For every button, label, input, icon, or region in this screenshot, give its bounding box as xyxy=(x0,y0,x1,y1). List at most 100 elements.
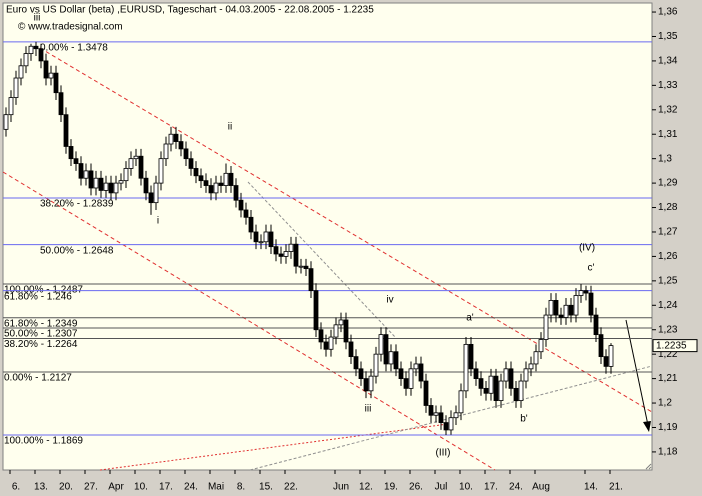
candle-body xyxy=(573,295,579,316)
candle-body xyxy=(338,319,344,326)
x-tick-label: Apr xyxy=(108,482,124,493)
candle-body xyxy=(298,265,304,268)
y-tick-label: 1,31 xyxy=(658,129,678,140)
candle-body xyxy=(563,304,569,318)
candle-body xyxy=(238,199,244,211)
level-label: 50.00% - 1.2648 xyxy=(40,245,114,256)
chart-subtitle: © www.tradesignal.com xyxy=(18,22,123,33)
candle-body xyxy=(268,231,274,248)
y-tick-label: 1,3 xyxy=(658,153,672,164)
candle-body xyxy=(313,290,319,331)
candle-body xyxy=(278,253,284,257)
y-tick-label: 1,2 xyxy=(658,398,672,409)
candle-body xyxy=(428,405,434,416)
x-tick-label: 17. xyxy=(159,482,173,493)
candle-body xyxy=(73,158,79,164)
candle-body xyxy=(58,92,64,116)
candle-body xyxy=(173,133,179,142)
candle-body xyxy=(388,351,394,365)
y-tick-label: 1,26 xyxy=(658,251,678,262)
candle-body xyxy=(318,329,324,343)
candle-body xyxy=(413,363,419,370)
candle-body xyxy=(63,114,69,147)
candle-body xyxy=(418,363,424,382)
candle-body xyxy=(283,251,289,257)
y-tick-label: 1,28 xyxy=(658,202,678,213)
candle-body xyxy=(398,368,404,380)
level-label: 38.20% - 1.2264 xyxy=(4,339,78,350)
candle-body xyxy=(218,182,224,186)
chart-title: Euro vs US Dollar (beta) ,EURUSD, Tagesc… xyxy=(6,5,374,16)
candle-body xyxy=(133,155,139,160)
candle-body xyxy=(163,143,169,160)
y-tick-label: 1,29 xyxy=(658,178,678,189)
y-tick-label: 1,21 xyxy=(658,373,678,384)
candle-body xyxy=(178,141,184,150)
candle-body xyxy=(108,182,114,194)
y-tick-label: 1,18 xyxy=(658,447,678,458)
candle-body xyxy=(488,375,494,394)
candle-body xyxy=(93,177,99,189)
candle-body xyxy=(98,177,104,191)
candle-body xyxy=(143,177,149,194)
candle-body xyxy=(188,158,194,169)
candle-body xyxy=(328,336,334,350)
candle-body xyxy=(323,341,329,350)
candle-body xyxy=(448,417,454,431)
candle-body xyxy=(223,172,229,186)
wave-label: iii xyxy=(34,13,41,24)
candle-body xyxy=(68,146,74,160)
candle-body xyxy=(343,319,349,343)
wave-label: (III) xyxy=(436,448,451,459)
candle-body xyxy=(288,243,294,252)
x-tick-label: 12. xyxy=(359,482,373,493)
candle-body xyxy=(583,290,589,294)
x-tick-label: 10. xyxy=(134,482,148,493)
candle-body xyxy=(348,341,354,358)
candle-body xyxy=(358,368,364,380)
candle-body xyxy=(253,231,259,243)
candle-body xyxy=(423,380,429,406)
candle-body xyxy=(248,216,254,233)
candle-body xyxy=(198,175,204,182)
candle-body xyxy=(263,231,269,243)
level-label: 61.80% - 1.246 xyxy=(4,291,72,302)
candle-body xyxy=(408,368,414,389)
y-tick-label: 1,27 xyxy=(658,227,678,238)
level-label: 100.00% - 1.1869 xyxy=(4,436,83,447)
candle-body xyxy=(543,314,549,340)
candle-body xyxy=(3,114,9,130)
y-tick-label: 1,19 xyxy=(658,422,678,433)
candle-body xyxy=(333,324,339,338)
wave-label: (IV) xyxy=(579,243,595,254)
candle-body xyxy=(363,378,369,392)
y-tick-label: 1,35 xyxy=(658,31,678,42)
x-tick-label: 26. xyxy=(409,482,423,493)
candle-body xyxy=(453,412,459,419)
candle-body xyxy=(303,265,309,270)
candle-body xyxy=(48,72,54,79)
candle-body xyxy=(393,351,399,370)
candle-body xyxy=(118,180,124,184)
candle-body xyxy=(43,60,49,79)
candle-body xyxy=(443,422,449,431)
candle-body xyxy=(193,168,199,177)
level-label: 0.00% - 1.3478 xyxy=(40,42,108,53)
y-tick-label: 1,24 xyxy=(658,300,678,311)
wave-label: iii xyxy=(365,404,372,415)
candle-body xyxy=(553,300,559,316)
x-tick-label: 27. xyxy=(84,482,98,493)
y-tick-label: 1,25 xyxy=(658,275,678,286)
candle-body xyxy=(23,53,29,67)
resize-grip xyxy=(645,463,652,470)
candle-body xyxy=(243,209,249,218)
candle-body xyxy=(558,314,564,318)
candle-body xyxy=(548,300,554,316)
price-marker xyxy=(652,339,698,353)
candle-body xyxy=(113,182,119,194)
candle-body xyxy=(483,387,489,394)
candle-body xyxy=(403,378,409,389)
x-tick-label: 19. xyxy=(384,482,398,493)
candle-body xyxy=(213,182,219,194)
candle-body xyxy=(528,363,534,370)
